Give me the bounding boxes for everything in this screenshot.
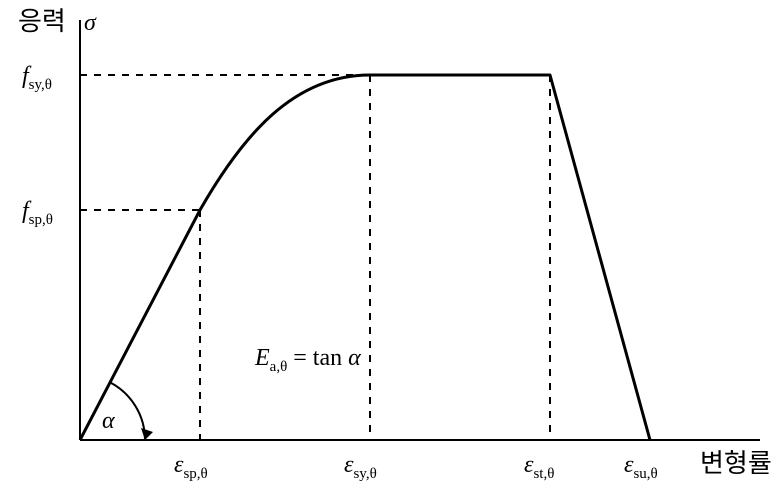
stress-strain-curve [80,75,650,440]
label-eps-sp: εsp,θ [174,452,208,482]
label-alpha: α [102,408,115,434]
label-eps-st: εst,θ [524,452,554,482]
x-axis-title-hangul: 변형률 [700,448,772,478]
angle-arc [110,382,145,440]
label-fsp: fsp,θ [22,198,53,228]
label-eps-sy: εsy,θ [344,452,377,482]
y-axis-title-sigma: σ [84,10,97,36]
stress-strain-diagram: fsy,θ fsp,θ α Ea,θ = tan α εsp,θ εsy,θ εst,θ εs… [0,0,783,502]
y-axis-title-hangul: 응력 [18,6,66,36]
angle-arc-arrow [141,428,153,440]
label-fsy: fsy,θ [22,63,52,93]
label-eps-su: εsu,θ [624,452,658,482]
label-formula: Ea,θ = tan α [254,345,361,375]
